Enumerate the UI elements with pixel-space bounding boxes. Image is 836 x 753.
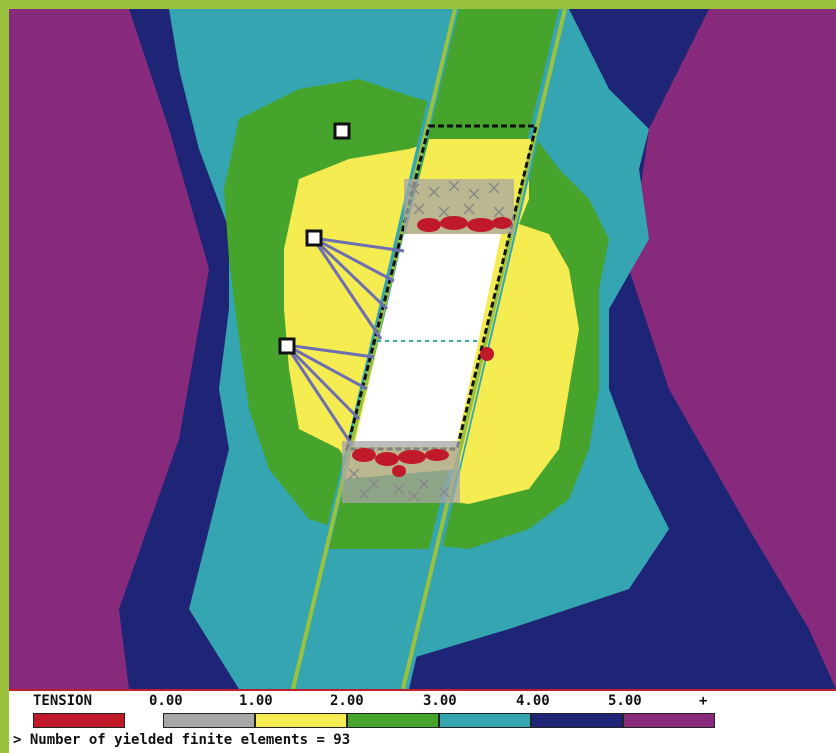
yield-point-single — [480, 347, 494, 361]
anchor-head-lower[interactable] — [278, 337, 296, 355]
prompt-icon: > — [13, 732, 22, 748]
legend-tick-5: 5.00 — [608, 693, 642, 709]
anchor-head-top[interactable] — [333, 122, 351, 140]
legend-tick-plus: + — [699, 693, 708, 709]
legend-tick-4: 4.00 — [516, 693, 550, 709]
anchor-group — [284, 236, 405, 446]
legend-swatch-3 — [439, 713, 531, 728]
legend-swatch-2 — [347, 713, 439, 728]
excavation-outline — [345, 124, 538, 451]
legend-swatch-tension — [33, 713, 125, 728]
legend-tick-0: 0.00 — [149, 693, 183, 709]
status-line: > Number of yielded finite elements = 93 — [13, 732, 350, 748]
yield-cluster-bottom — [342, 441, 460, 503]
yield-cluster-top — [404, 179, 514, 234]
strip-edge-left — [291, 9, 457, 689]
legend-title: TENSION — [33, 693, 93, 709]
contour-plot[interactable] — [9, 9, 836, 689]
legend-panel: TENSION 0.00 1.00 2.00 3.00 4.00 5.00 + … — [9, 689, 836, 753]
status-message: Number of yielded finite elements = 93 — [29, 732, 351, 748]
legend-swatch-0 — [163, 713, 255, 728]
legend-swatch-1 — [255, 713, 347, 728]
legend-tick-3: 3.00 — [423, 693, 457, 709]
legend-swatch-5 — [623, 713, 715, 728]
anchor-head-upper[interactable] — [305, 229, 323, 247]
legend-tick-2: 2.00 — [330, 693, 364, 709]
legend-swatch-4 — [531, 713, 623, 728]
legend-tick-1: 1.00 — [239, 693, 273, 709]
